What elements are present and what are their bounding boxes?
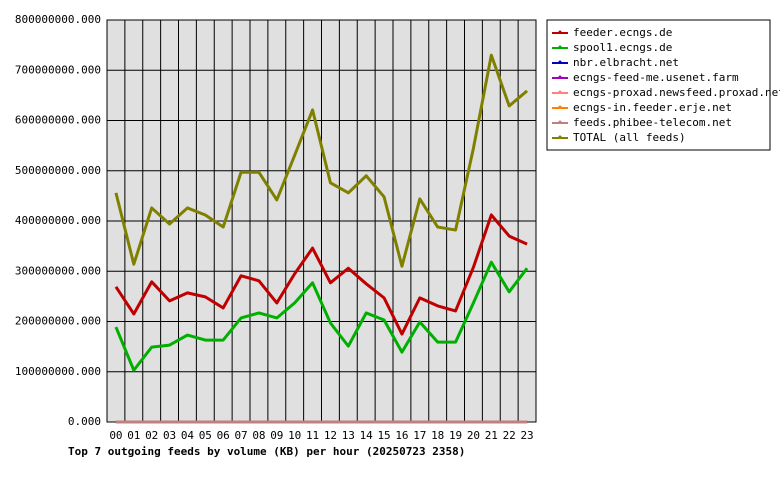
legend-marker [558,105,562,109]
legend-marker [558,60,562,64]
x-tick-label: 05 [199,429,212,442]
legend-marker [558,120,562,124]
x-tick-label: 14 [360,429,374,442]
legend-label: nbr.elbracht.net [573,56,679,69]
y-tick-label: 500000000.000 [15,164,101,177]
legend-label: TOTAL (all feeds) [573,131,686,144]
x-tick-label: 09 [270,429,283,442]
x-tick-label: 04 [181,429,195,442]
y-tick-label: 300000000.000 [15,264,101,277]
y-tick-label: 200000000.000 [15,315,101,328]
y-tick-label: 800000000.000 [15,13,101,26]
x-tick-label: 02 [145,429,158,442]
y-tick-label: 400000000.000 [15,214,101,227]
series-line [114,213,528,336]
x-tick-label: 20 [467,429,480,442]
legend-marker [558,45,562,49]
x-tick-label: 11 [306,429,319,442]
x-tick-label: 15 [377,429,390,442]
legend-label: feeder.ecngs.de [573,26,672,39]
x-tick-label: 08 [252,429,265,442]
y-tick-label: 100000000.000 [15,365,101,378]
y-tick-label: 0.000 [68,415,101,428]
y-tick-label: 700000000.000 [15,63,101,76]
x-tick-label: 06 [217,429,230,442]
x-tick-label: 17 [413,429,426,442]
x-tick-label: 00 [109,429,122,442]
x-tick-label: 12 [324,429,337,442]
legend-label: ecngs-in.feeder.erje.net [573,101,732,114]
legend-label: ecngs-feed-me.usenet.farm [573,71,739,84]
legend-box [546,19,771,151]
x-tick-label: 19 [449,429,462,442]
x-tick-label: 21 [485,429,498,442]
x-tick-label: 03 [163,429,176,442]
x-tick-label: 18 [431,429,444,442]
legend-label: spool1.ecngs.de [573,41,672,54]
x-tick-label: 01 [127,429,140,442]
legend-label: ecngs-proxad.newsfeed.proxad.net [573,86,780,99]
series-line [114,53,529,268]
legend-marker [558,75,562,79]
legend-marker [558,135,562,139]
legend-label: feeds.phibee-telecom.net [573,116,732,129]
x-tick-label: 22 [503,429,516,442]
series-line [114,260,529,372]
x-tick-label: 23 [520,429,533,442]
legend-marker [558,90,562,94]
chart-title: Top 7 outgoing feeds by volume (KB) per … [68,445,465,458]
x-tick-label: 10 [288,429,301,442]
x-tick-label: 13 [342,429,355,442]
x-tick-label: 16 [395,429,408,442]
legend-marker [558,30,562,34]
x-tick-label: 07 [234,429,247,442]
y-tick-label: 600000000.000 [15,114,101,127]
